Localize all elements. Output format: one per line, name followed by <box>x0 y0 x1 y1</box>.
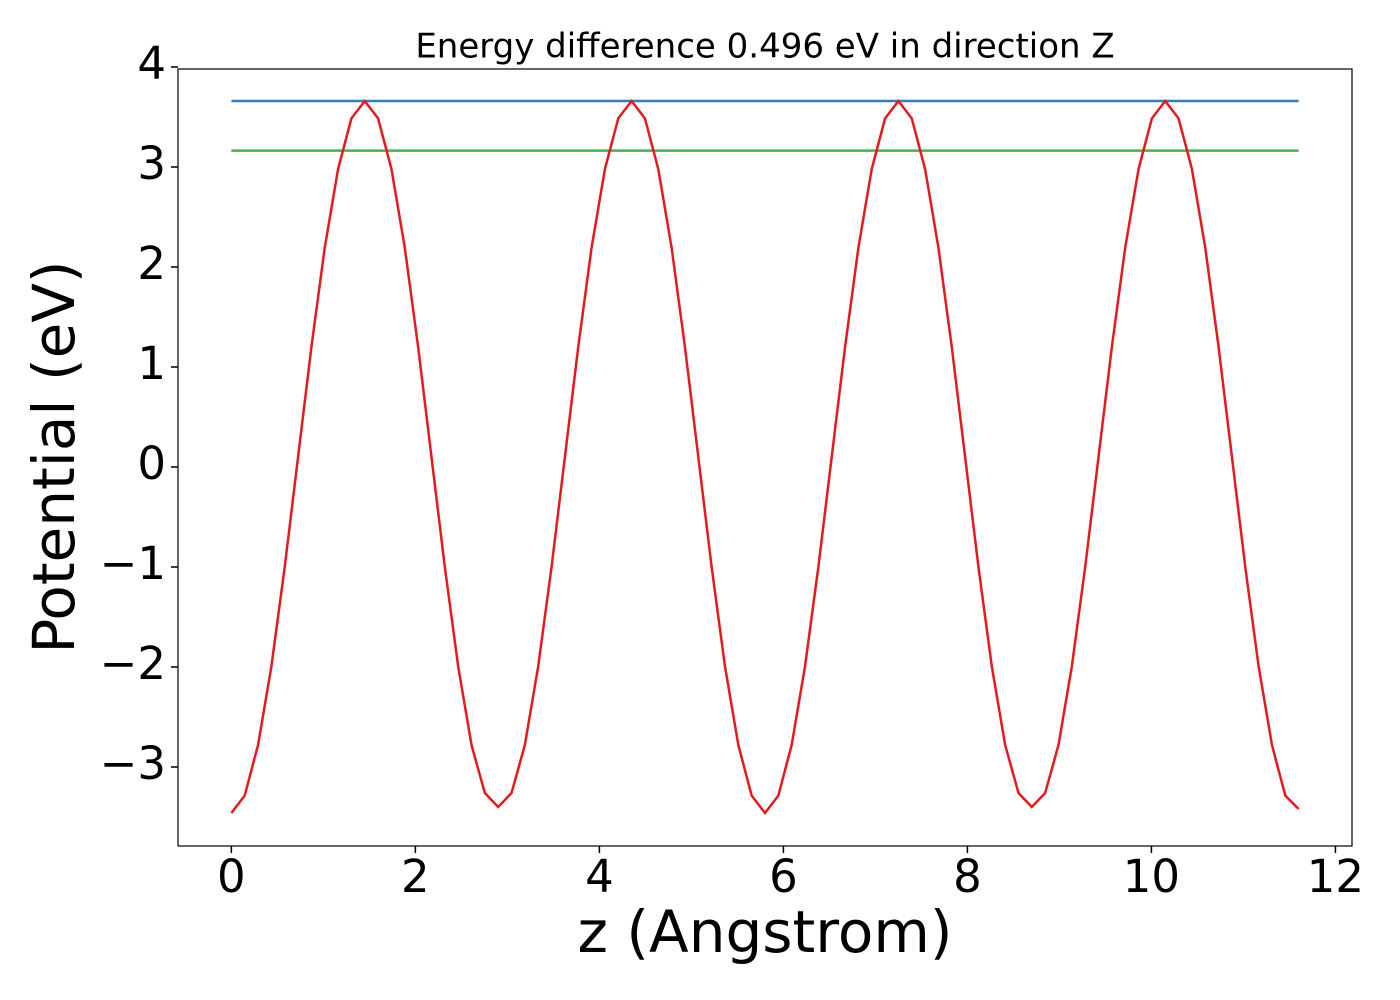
x-tick-label: 0 <box>217 850 246 903</box>
x-tick-label: 12 <box>1307 850 1364 903</box>
y-axis-label: Potential (eV) <box>20 260 88 653</box>
y-tick-label: 3 <box>137 137 166 190</box>
y-tick-label: 1 <box>137 337 166 390</box>
x-tick-label: 6 <box>769 850 798 903</box>
y-tick-label: −2 <box>100 637 166 690</box>
x-tick-label: 4 <box>585 850 614 903</box>
line <box>230 98 1300 816</box>
y-tick-label: −3 <box>100 737 166 790</box>
x-tick-label: 8 <box>953 850 982 903</box>
plot-frame <box>177 68 1353 847</box>
x-tick-label: 2 <box>401 850 430 903</box>
y-tick-label: −1 <box>100 537 166 590</box>
y-tick-label: 0 <box>137 437 166 490</box>
y-tick-label: 2 <box>137 237 166 290</box>
y-tick-label: 4 <box>137 37 166 90</box>
x-axis-label: z (Angstrom) <box>578 898 953 966</box>
chart-title: Energy difference 0.496 eV in direction … <box>415 27 1114 67</box>
x-tick-label: 10 <box>1123 850 1180 903</box>
